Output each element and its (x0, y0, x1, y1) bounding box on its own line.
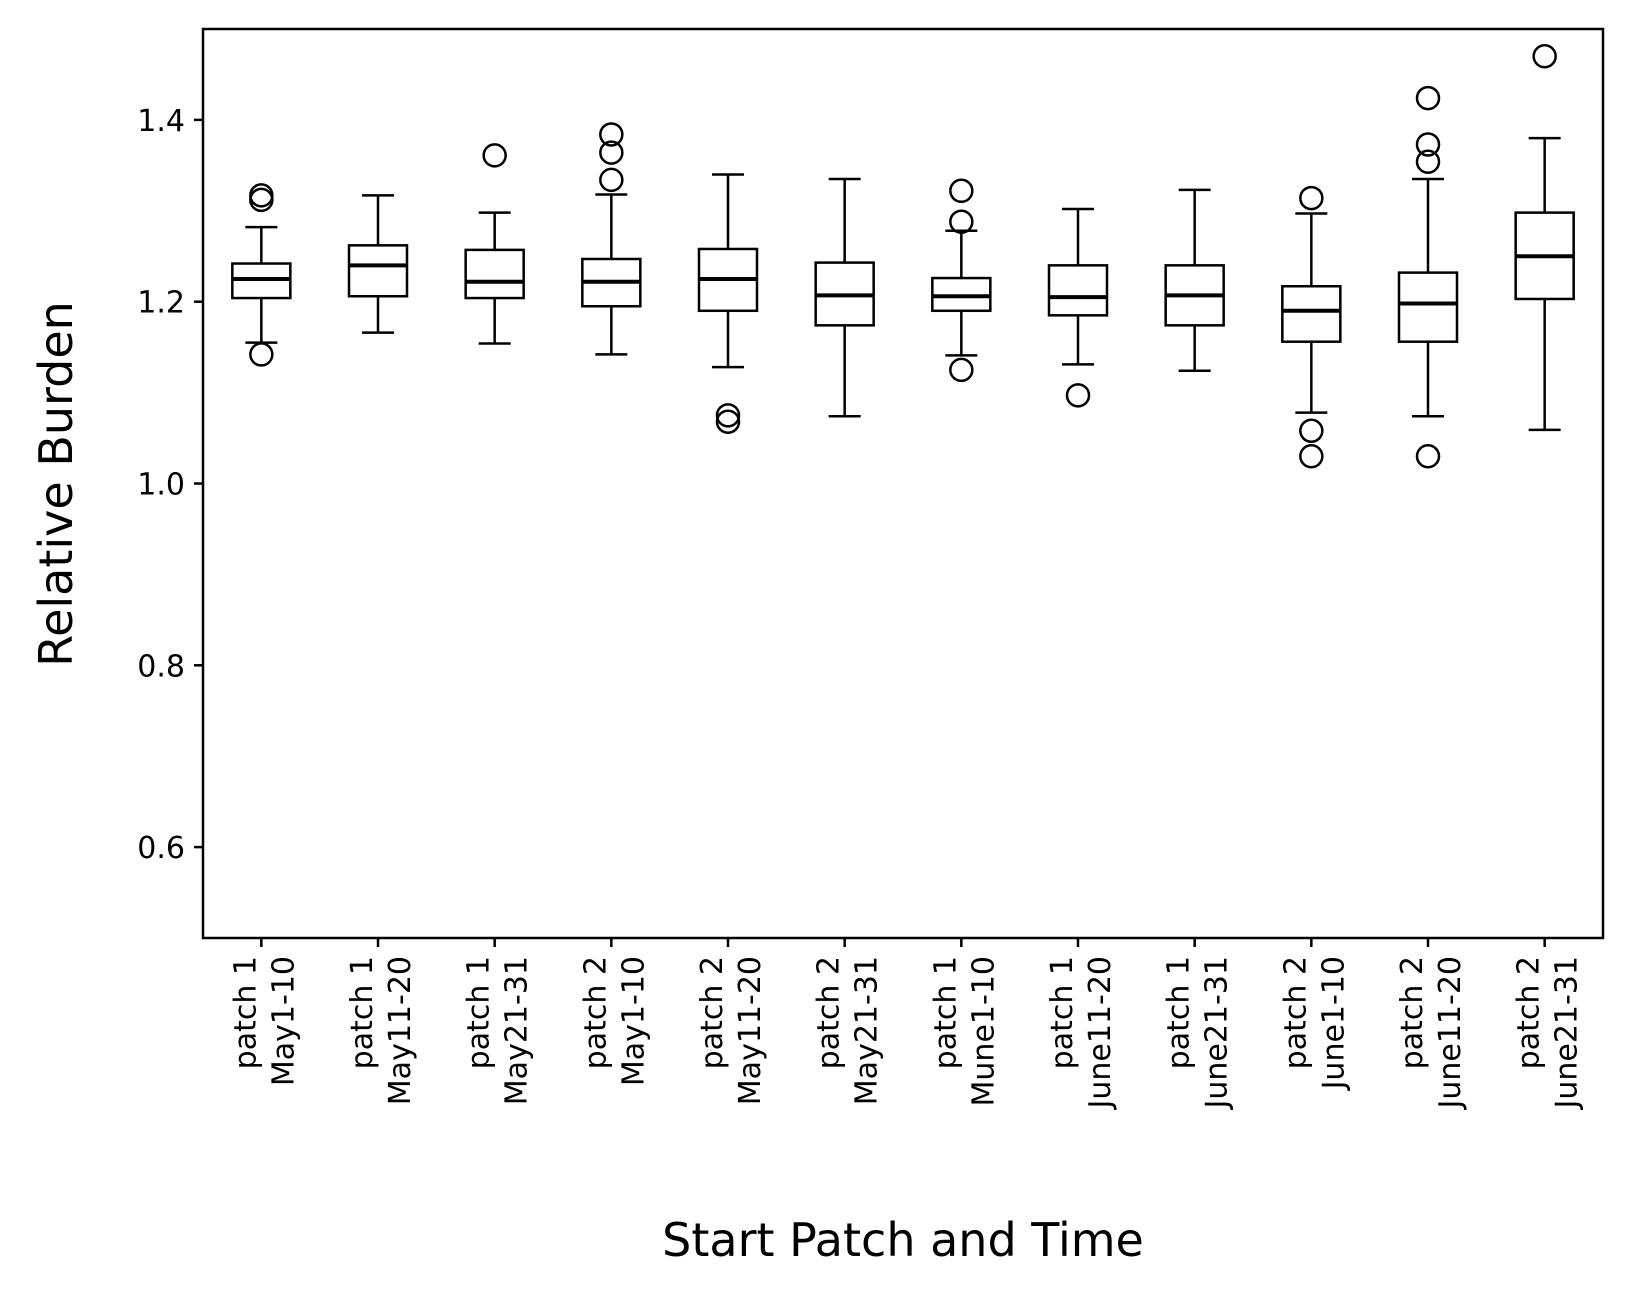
y-tick-label: 0.8 (137, 649, 185, 684)
box-7 (931, 178, 992, 383)
outlier-point (1415, 443, 1441, 469)
x-tick-label-line1: patch 2 (695, 956, 730, 1069)
outlier-point (1415, 149, 1441, 174)
box-8 (1047, 207, 1109, 408)
outlier-point (482, 143, 507, 168)
x-tick-label-line2: June21-31 (1200, 956, 1235, 1111)
outlier-point (1415, 132, 1441, 157)
x-tick-label: patch 1 May21-31 (462, 956, 535, 1105)
x-tick-label: patch 1 May1-10 (228, 956, 301, 1086)
box-3 (464, 143, 525, 345)
outlier-point (949, 357, 974, 383)
x-tick-label-line1: patch 1 (928, 956, 963, 1069)
x-tick-label: patch 1 June11-20 (1045, 956, 1118, 1111)
outlier-point (1299, 443, 1324, 469)
outlier-point (949, 178, 974, 204)
x-tick-label-line2: May11-20 (733, 956, 768, 1105)
outlier-point (1065, 383, 1091, 408)
box-10 (1281, 185, 1342, 469)
x-tick-label-line1: patch 1 (1162, 956, 1197, 1069)
box-iqr (1397, 271, 1459, 343)
box-4 (581, 122, 642, 356)
x-tick-label-line1: patch 2 (1278, 956, 1313, 1069)
y-tick-label: 1.4 (137, 104, 185, 139)
box-5 (697, 173, 759, 434)
box-2 (347, 194, 409, 334)
x-tick-label-line1: patch 1 (1045, 956, 1080, 1069)
x-tick-label-line2: Mune1-10 (966, 956, 1001, 1106)
x-tick-label-line1: patch 2 (1512, 956, 1547, 1069)
x-tick-label-line1: patch 1 (228, 956, 263, 1069)
outlier-point (715, 409, 741, 434)
x-tick-label-line2: May1-10 (266, 956, 301, 1086)
y-tick-label: 1.2 (137, 286, 185, 321)
box-9 (1164, 188, 1225, 373)
outlier-point (949, 209, 974, 234)
outlier-point (1532, 44, 1557, 69)
box-11 (1397, 85, 1459, 469)
outlier-point (249, 183, 274, 208)
x-tick-label: patch 2 June21-31 (1512, 956, 1585, 1111)
x-tick-label: patch 2 May11-20 (695, 956, 768, 1105)
x-tick-label: patch 1 Mune1-10 (928, 956, 1001, 1106)
outlier-point (599, 140, 624, 165)
y-tick-label: 0.6 (137, 831, 185, 866)
x-tick-label: patch 2 May21-31 (812, 956, 885, 1105)
x-tick-label-line2: June11-20 (1083, 956, 1118, 1111)
x-tick-label-line1: patch 1 (345, 956, 380, 1069)
box-iqr (1047, 264, 1109, 317)
outlier-point (715, 403, 741, 428)
x-axis: patch 1 May1-10 patch 1 May11-20 patch 1 May2… (228, 938, 1585, 1111)
outlier-point (1299, 418, 1324, 444)
outlier-point (599, 122, 624, 147)
box-6 (814, 177, 875, 418)
y-axis-title: Relative Burden (29, 301, 83, 667)
x-tick-label-line1: patch 2 (578, 956, 613, 1069)
outlier-point (1299, 185, 1324, 211)
x-tick-label-line2: May21-31 (500, 956, 535, 1105)
outlier-point (1415, 85, 1441, 111)
box-iqr (1281, 284, 1342, 343)
x-tick-label-line2: May21-31 (850, 956, 885, 1105)
y-tick-label: 1.0 (137, 468, 185, 503)
x-tick-label: patch 1 June21-31 (1162, 956, 1235, 1111)
x-tick-label: patch 2 June1-10 (1278, 956, 1351, 1091)
x-tick-label-line1: patch 1 (462, 956, 497, 1069)
plot-layer (231, 44, 1575, 469)
box-iqr (464, 248, 525, 300)
x-tick-label: patch 1 May11-20 (345, 956, 418, 1105)
x-axis-title: Start Patch and Time (662, 1213, 1144, 1267)
outlier-point (249, 342, 274, 367)
x-tick-label: patch 2 June11-20 (1395, 956, 1468, 1111)
x-tick-label-line2: May1-10 (616, 956, 651, 1086)
outlier-point (599, 167, 624, 193)
x-tick-label-line2: May11-20 (383, 956, 418, 1105)
x-tick-label-line2: June11-20 (1433, 956, 1468, 1111)
box-12 (1514, 44, 1575, 432)
y-axis: 0.6 0.8 1.0 1.2 1.4 (137, 104, 203, 866)
x-tick-label-line2: June21-31 (1550, 956, 1585, 1111)
x-tick-label: patch 2 May1-10 (578, 956, 651, 1086)
x-tick-label-line2: June1-10 (1316, 956, 1351, 1091)
box-1 (231, 183, 292, 367)
x-tick-label-line1: patch 2 (1395, 956, 1430, 1069)
x-tick-label-line1: patch 2 (812, 956, 847, 1069)
box-iqr (347, 244, 409, 298)
